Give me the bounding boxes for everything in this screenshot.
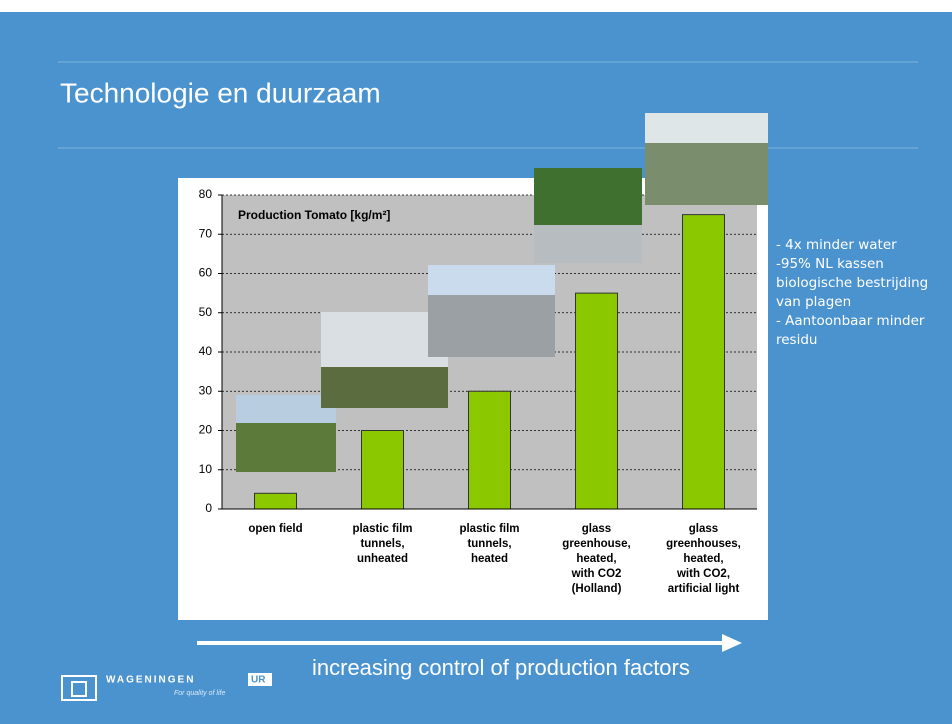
notes: - 4x minder water-95% NL kassen biologis… [776, 236, 948, 350]
y-tick-label: 10 [199, 462, 213, 476]
x-tick-label: plastic film tunnels, heated [437, 522, 543, 567]
chart: Technologie en duurzaam Production Tomat… [0, 0, 952, 724]
note: - Aantoonbaar minder residu [776, 312, 948, 350]
bar [576, 293, 618, 509]
y-tick-label: 30 [199, 383, 213, 397]
slide: Technologie en duurzaam Production Tomat… [0, 0, 952, 724]
footer-text: increasing control of production factors [312, 655, 690, 680]
y-tick-label: 80 [199, 187, 213, 201]
logo-suffix: UR [251, 675, 266, 686]
x-tick-label: plastic film tunnels, unheated [330, 522, 436, 567]
photo [534, 225, 642, 263]
x-tick-label: glass greenhouses, heated, with CO2, art… [651, 522, 757, 597]
y-tick-label: 0 [205, 501, 212, 515]
bar [255, 493, 297, 509]
photo [645, 113, 768, 143]
x-tick-label: open field [223, 522, 329, 537]
y-tick-label: 70 [199, 226, 213, 240]
y-tick-label: 20 [199, 423, 213, 437]
y-tick-label: 40 [199, 344, 213, 358]
y-tick-label: 50 [199, 305, 213, 319]
photo [428, 265, 555, 295]
bar [362, 431, 404, 510]
bar [683, 215, 725, 509]
x-tick-label: glass greenhouse, heated, with CO2 (Holl… [544, 522, 650, 597]
chart-title: Production Tomato [kg/m²] [238, 208, 390, 222]
logo-tagline: For quality of life [174, 690, 225, 697]
bar [469, 391, 511, 509]
slide-title: Technologie en duurzaam [60, 77, 381, 108]
note: -95% NL kassen biologische bestrijding v… [776, 255, 948, 312]
logo-name: WAGENINGEN [106, 675, 195, 686]
note: - 4x minder water [776, 236, 948, 255]
y-tick-label: 60 [199, 266, 213, 280]
